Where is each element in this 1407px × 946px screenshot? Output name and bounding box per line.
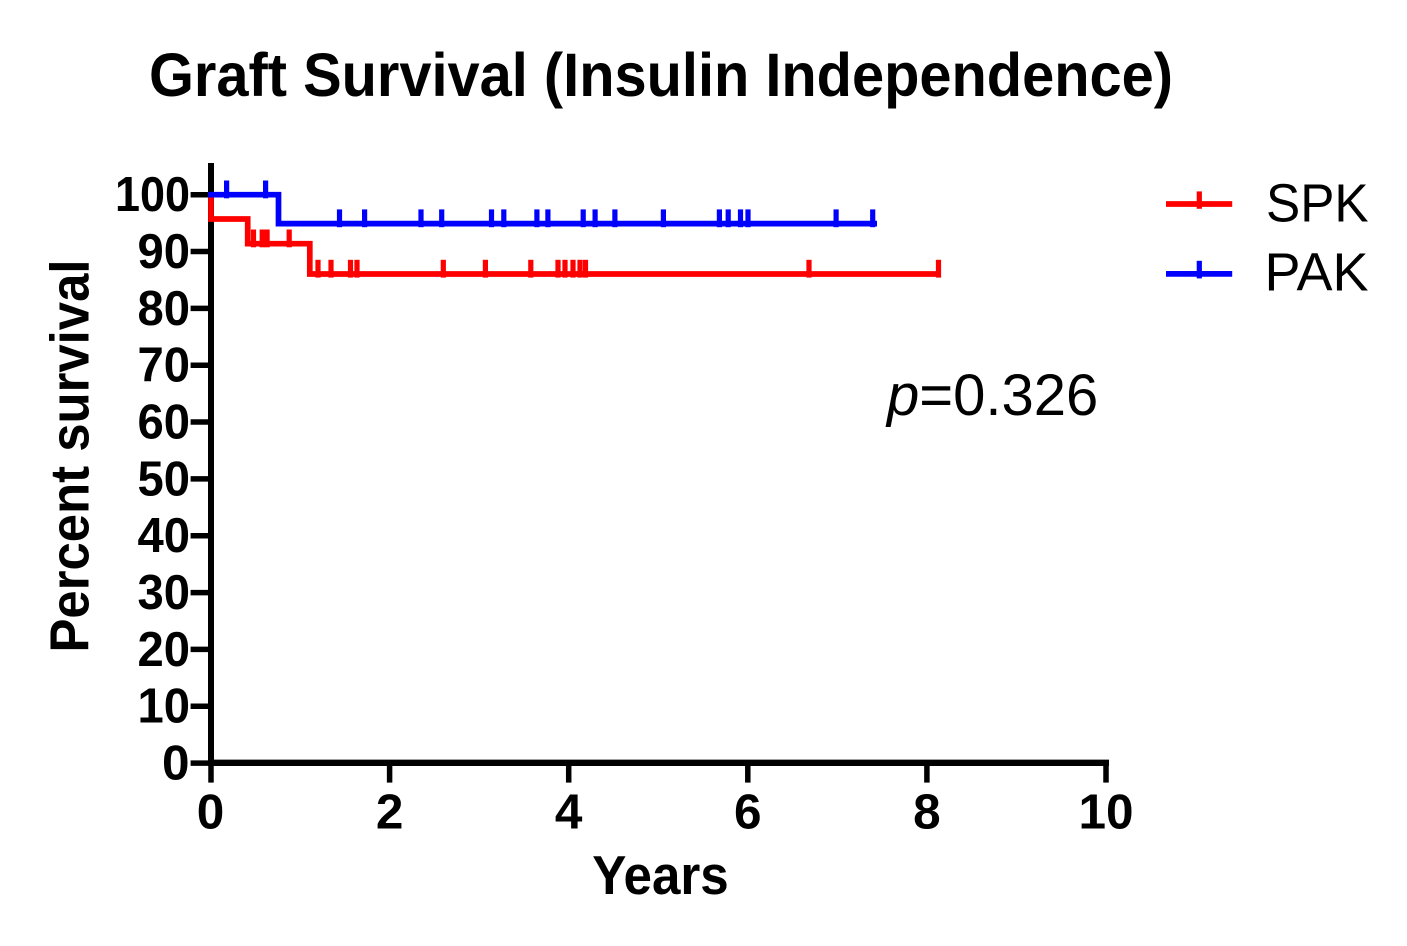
svg-text:0: 0: [197, 785, 225, 840]
svg-text:Graft Survival (Insulin Indepe: Graft Survival (Insulin Independence): [149, 41, 1173, 109]
svg-text:30: 30: [138, 565, 191, 620]
svg-text:SPK: SPK: [1266, 174, 1369, 234]
svg-text:50: 50: [138, 451, 191, 506]
svg-text:40: 40: [138, 508, 191, 563]
svg-text:90: 90: [138, 224, 191, 279]
svg-text:70: 70: [138, 338, 191, 393]
svg-text:0: 0: [162, 736, 190, 791]
svg-text:PAK: PAK: [1265, 243, 1369, 303]
svg-text:8: 8: [913, 785, 941, 840]
svg-text:10: 10: [138, 679, 191, 734]
svg-text:Years: Years: [592, 844, 729, 906]
svg-text:Percent survival: Percent survival: [39, 260, 101, 653]
svg-text:2: 2: [376, 785, 404, 840]
svg-text:100: 100: [115, 167, 190, 222]
svg-text:80: 80: [138, 281, 191, 336]
svg-text:p=0.326: p=0.326: [885, 363, 1098, 428]
svg-text:10: 10: [1078, 785, 1133, 840]
svg-text:60: 60: [138, 395, 191, 450]
svg-text:4: 4: [555, 785, 583, 840]
svg-text:6: 6: [734, 785, 762, 840]
svg-text:20: 20: [138, 622, 191, 677]
